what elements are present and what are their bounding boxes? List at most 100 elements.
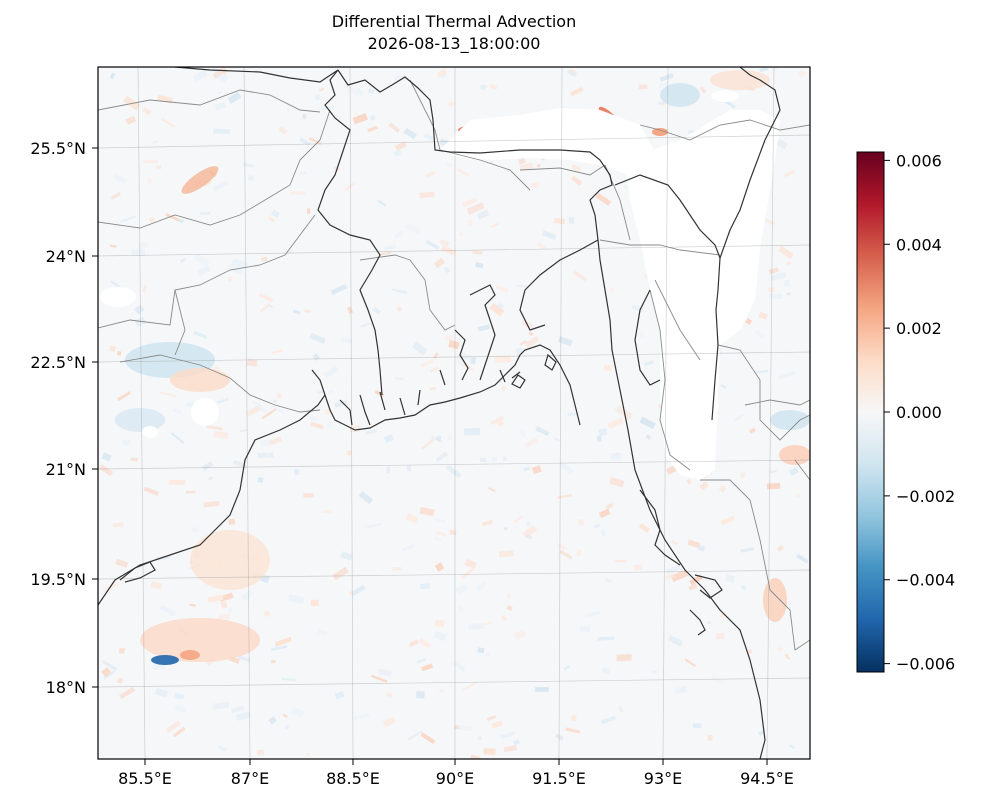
field-speckle	[246, 358, 258, 367]
field-speckle	[597, 636, 615, 641]
field-speckle	[276, 393, 282, 399]
field-speckle	[228, 518, 236, 526]
field-speckle	[340, 337, 353, 343]
field-speckle	[293, 468, 300, 476]
field-speckle	[365, 429, 378, 435]
field-speckle	[565, 727, 581, 734]
field-speckle	[394, 141, 407, 151]
field-speckle	[388, 122, 400, 133]
field-speckle	[231, 705, 245, 714]
field-speckle	[421, 438, 435, 450]
field-speckle	[215, 101, 227, 111]
field-speckle	[665, 572, 676, 580]
field-speckle	[699, 86, 707, 94]
field-speckle	[102, 670, 116, 680]
field-speckle	[434, 518, 446, 524]
field-speckle	[456, 167, 470, 177]
field-speckle	[563, 664, 570, 671]
field-speckle	[165, 720, 181, 734]
field-speckle	[535, 425, 550, 437]
field-speckle	[670, 569, 689, 582]
colorbar-ticks: 0.006 0.004 0.002 0.000 −0.002 −0.004 −0.006	[884, 151, 955, 674]
field-speckle	[496, 302, 504, 310]
field-speckle	[495, 284, 509, 293]
field-speckle	[394, 74, 406, 81]
field-speckle	[616, 654, 632, 662]
field-speckle	[268, 716, 277, 725]
field-speckle	[466, 202, 485, 215]
field-speckle	[724, 573, 736, 584]
field-speckle	[213, 128, 231, 135]
field-speckle	[231, 258, 249, 270]
field-speckle	[482, 621, 493, 626]
field-speckle	[271, 349, 283, 355]
field-speckle	[288, 594, 305, 605]
field-speckle	[462, 197, 478, 208]
field-speckle	[449, 529, 457, 536]
field-speckle	[598, 508, 611, 519]
field-speckle	[491, 222, 499, 228]
field-speckle	[314, 94, 321, 101]
field-speckle	[217, 745, 228, 752]
field-speckle	[290, 706, 305, 718]
field-speckle	[155, 165, 162, 170]
field-speckle	[420, 583, 431, 590]
field-speckle	[522, 525, 538, 539]
field-speckle	[607, 417, 624, 430]
field-speckle	[377, 668, 392, 677]
field-speckle	[143, 486, 160, 496]
field-speckle	[131, 249, 146, 257]
field-speckle	[352, 113, 368, 125]
field-speckle	[401, 544, 416, 552]
colorbar-tick-label: 0.004	[896, 235, 942, 254]
field-speckle	[609, 287, 615, 293]
field-speckle	[408, 639, 419, 648]
field-speckle	[595, 192, 612, 206]
field-speckle	[601, 715, 616, 724]
field-speckle	[638, 523, 650, 533]
field-speckle	[217, 90, 223, 95]
field-speckle	[459, 232, 463, 236]
field-speckle	[573, 270, 587, 282]
field-speckle	[585, 610, 601, 618]
field-speckle	[330, 284, 348, 295]
field-speckle	[308, 415, 317, 421]
field-speckle	[386, 466, 390, 474]
field-speckle	[754, 369, 769, 374]
country-borders	[98, 67, 781, 759]
field-speckle	[788, 743, 796, 750]
field-speckle	[796, 553, 809, 564]
field-speckle	[558, 460, 574, 475]
field-speckle	[213, 430, 229, 439]
field-speckle	[571, 163, 582, 173]
lat-label-18: 18°N	[46, 678, 86, 697]
field-speckle	[421, 663, 433, 672]
field-speckle	[312, 353, 320, 361]
lat-label-25.5: 25.5°N	[30, 139, 86, 158]
field-speckle	[470, 357, 477, 365]
field-speckle	[435, 435, 442, 442]
field-speckle	[109, 244, 117, 248]
field-speckle	[795, 493, 801, 498]
field-speckle	[116, 677, 124, 684]
field-speckle	[670, 540, 679, 546]
field-speckle	[740, 547, 755, 553]
field-speckle	[433, 257, 446, 269]
field-speckle	[500, 731, 516, 740]
field-speckle	[468, 622, 484, 631]
field-speckle	[392, 288, 408, 294]
field-speckle	[604, 577, 613, 584]
field-speckle	[346, 450, 352, 456]
field-speckle	[748, 427, 756, 434]
field-speckle	[416, 691, 425, 699]
field-speckle	[115, 558, 129, 568]
field-speckle	[186, 490, 196, 494]
field-speckle	[430, 366, 439, 373]
field-speckle	[568, 216, 575, 224]
field-speckle	[138, 241, 149, 249]
field-speckle	[740, 585, 747, 590]
field-speckle	[500, 614, 508, 622]
field-speckle	[150, 581, 163, 590]
field-speckle	[541, 230, 557, 241]
field-speckle	[759, 67, 769, 73]
